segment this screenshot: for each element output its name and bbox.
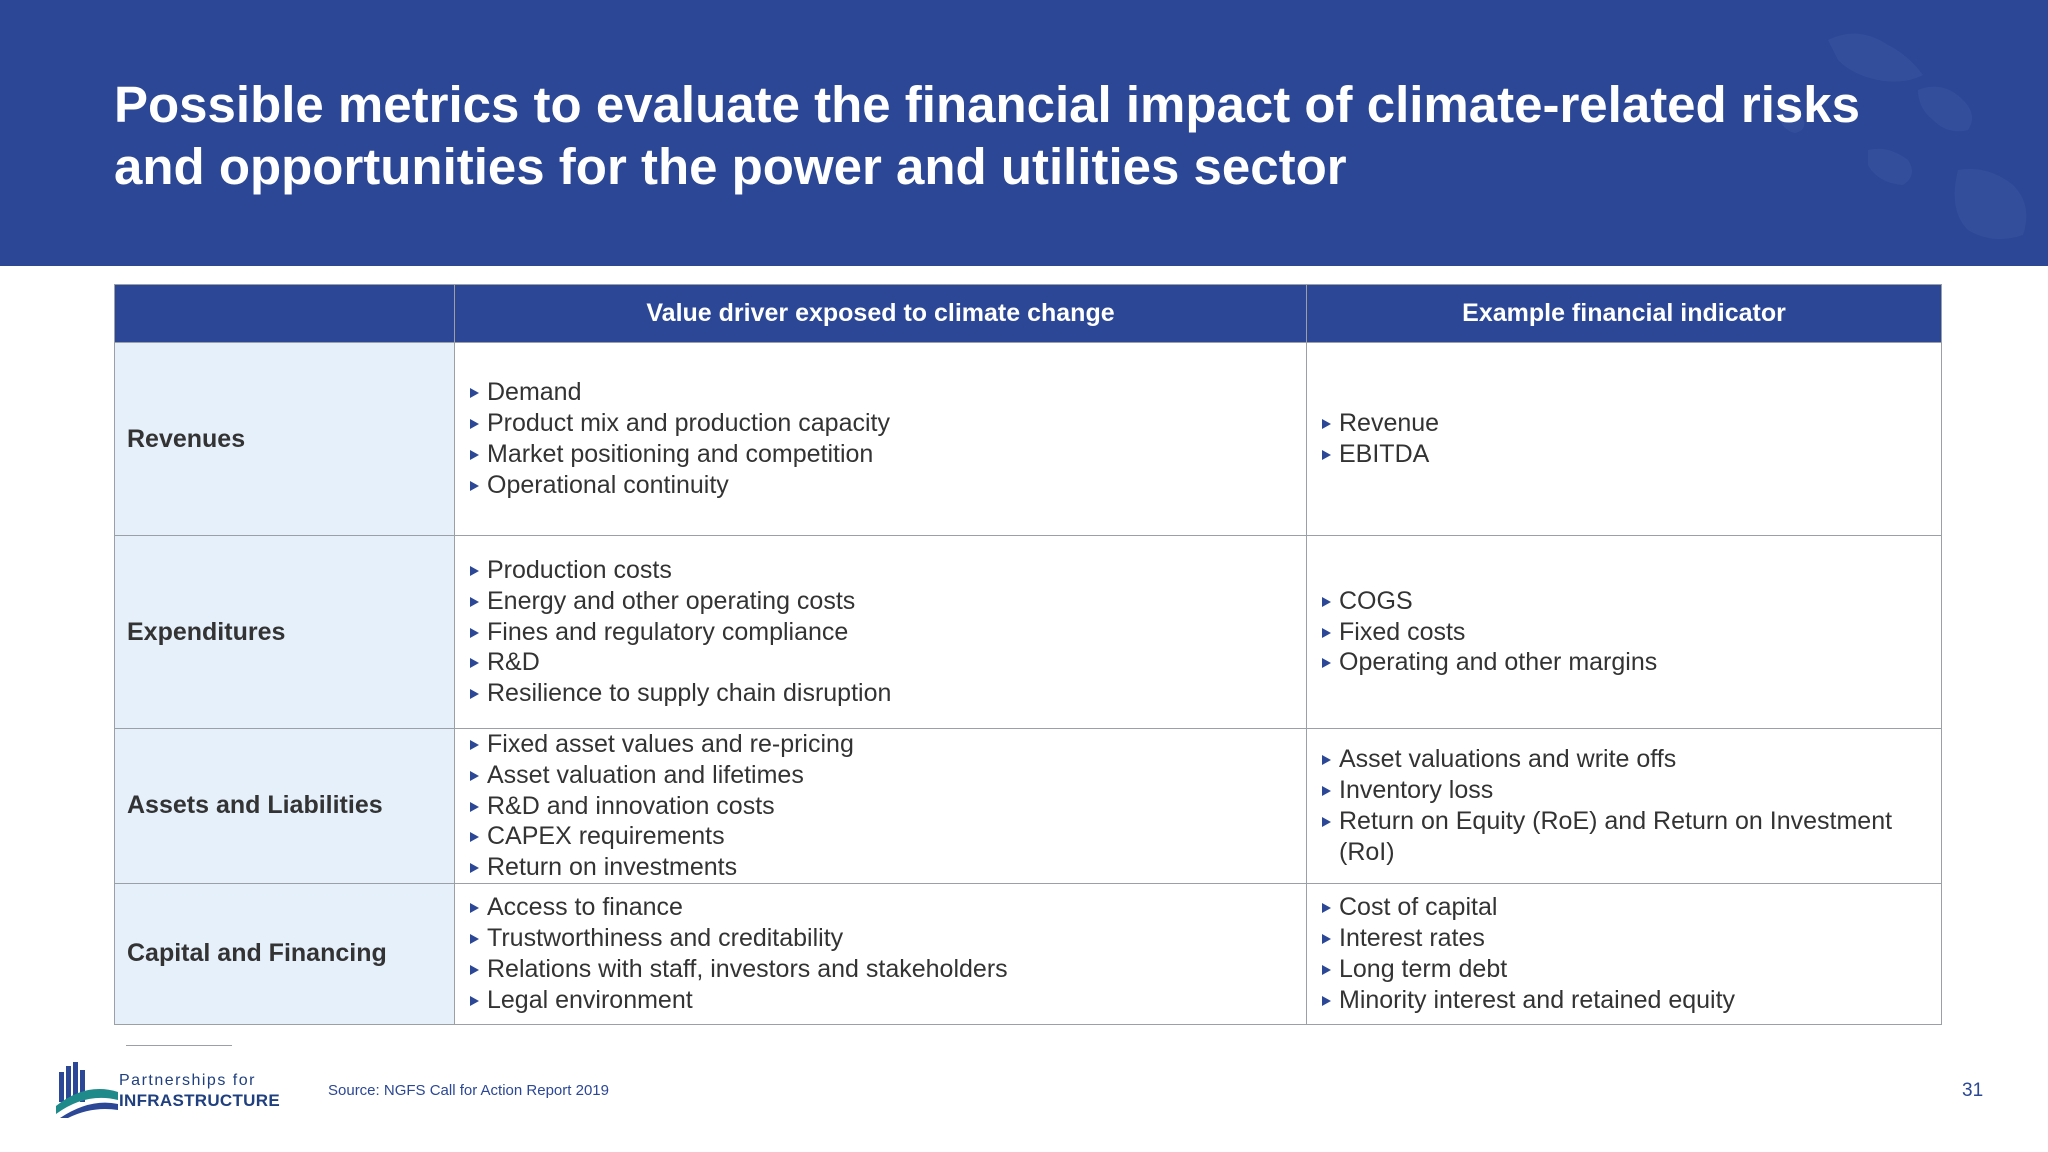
list-item: Asset valuation and lifetimes xyxy=(469,760,1292,791)
indicators-cell: Asset valuations and write offs Inventor… xyxy=(1306,728,1942,884)
list-item: Revenue xyxy=(1321,408,1927,439)
list-item: R&D xyxy=(469,647,1292,678)
list-item: Production costs xyxy=(469,555,1292,586)
list-item: Fixed costs xyxy=(1321,617,1927,648)
table-header-row: Value driver exposed to climate change E… xyxy=(114,284,1942,343)
list-item: Demand xyxy=(469,377,1292,408)
value-drivers-list: Demand Product mix and production capaci… xyxy=(469,377,1292,500)
table-row: Expenditures Production costs Energy and… xyxy=(114,535,1942,729)
indicators-list: Cost of capital Interest rates Long term… xyxy=(1321,892,1927,1015)
list-item: Return on Equity (RoE) and Return on Inv… xyxy=(1321,806,1927,868)
list-item: EBITDA xyxy=(1321,439,1927,470)
list-item: Minority interest and retained equity xyxy=(1321,985,1927,1016)
indicators-list: COGS Fixed costs Operating and other mar… xyxy=(1321,586,1927,678)
value-drivers-cell: Production costs Energy and other operat… xyxy=(454,535,1307,729)
table-row: Capital and Financing Access to finance … xyxy=(114,882,1942,1025)
list-item: Cost of capital xyxy=(1321,892,1927,923)
metrics-table: Value driver exposed to climate change E… xyxy=(114,284,1942,1025)
list-item: COGS xyxy=(1321,586,1927,617)
indicators-cell: Revenue EBITDA xyxy=(1306,342,1942,536)
list-item: Energy and other operating costs xyxy=(469,586,1292,617)
source-note: Source: NGFS Call for Action Report 2019 xyxy=(328,1082,609,1099)
header-category xyxy=(114,284,455,343)
list-item: Interest rates xyxy=(1321,923,1927,954)
logo-line-1: Partnerships for xyxy=(119,1072,256,1089)
list-item: Access to finance xyxy=(469,892,1292,923)
value-drivers-cell: Demand Product mix and production capaci… xyxy=(454,342,1307,536)
row-category: Expenditures xyxy=(114,535,455,729)
list-item: Relations with staff, investors and stak… xyxy=(469,954,1292,985)
table-row: Assets and Liabilities Fixed asset value… xyxy=(114,728,1942,884)
footnote-divider xyxy=(126,1045,232,1046)
title-banner: Possible metrics to evaluate the financi… xyxy=(0,0,2048,266)
world-map-watermark xyxy=(1778,33,2027,239)
list-item: Product mix and production capacity xyxy=(469,408,1292,439)
header-financial-indicator: Example financial indicator xyxy=(1306,284,1942,343)
page-number: 31 xyxy=(1962,1080,1984,1101)
value-drivers-list: Access to finance Trustworthiness and cr… xyxy=(469,892,1292,1015)
indicators-cell: COGS Fixed costs Operating and other mar… xyxy=(1306,535,1942,729)
list-item: Asset valuations and write offs xyxy=(1321,744,1927,775)
list-item: Fixed asset values and re-pricing xyxy=(469,729,1292,760)
list-item: Fines and regulatory compliance xyxy=(469,617,1292,648)
list-item: Long term debt xyxy=(1321,954,1927,985)
row-category: Assets and Liabilities xyxy=(114,728,455,884)
list-item: Operational continuity xyxy=(469,470,1292,501)
value-drivers-cell: Fixed asset values and re-pricing Asset … xyxy=(454,728,1307,884)
indicators-list: Revenue EBITDA xyxy=(1321,408,1927,470)
list-item: Operating and other margins xyxy=(1321,647,1927,678)
list-item: Resilience to supply chain disruption xyxy=(469,678,1292,709)
value-drivers-list: Production costs Energy and other operat… xyxy=(469,555,1292,709)
list-item: Legal environment xyxy=(469,985,1292,1016)
partnerships-logo-icon xyxy=(56,1062,118,1118)
indicators-list: Asset valuations and write offs Inventor… xyxy=(1321,744,1927,867)
indicators-cell: Cost of capital Interest rates Long term… xyxy=(1306,882,1942,1025)
page-title: Possible metrics to evaluate the financi… xyxy=(114,76,1860,195)
list-item: R&D and innovation costs xyxy=(469,791,1292,822)
logo-wordmark: Partnerships for INFRASTRUCTURE xyxy=(119,1071,280,1111)
logo-line-2: INFRASTRUCTURE xyxy=(119,1091,280,1110)
table-row: Revenues Demand Product mix and producti… xyxy=(114,342,1942,536)
list-item: Trustworthiness and creditability xyxy=(469,923,1292,954)
value-drivers-list: Fixed asset values and re-pricing Asset … xyxy=(469,729,1292,883)
list-item: CAPEX requirements xyxy=(469,821,1292,852)
list-item: Inventory loss xyxy=(1321,775,1927,806)
row-category: Revenues xyxy=(114,342,455,536)
metrics-table-container: Value driver exposed to climate change E… xyxy=(114,284,1942,1025)
row-category: Capital and Financing xyxy=(114,882,455,1025)
value-drivers-cell: Access to finance Trustworthiness and cr… xyxy=(454,882,1307,1025)
header-value-driver: Value driver exposed to climate change xyxy=(454,284,1307,343)
list-item: Market positioning and competition xyxy=(469,439,1292,470)
list-item: Return on investments xyxy=(469,852,1292,883)
